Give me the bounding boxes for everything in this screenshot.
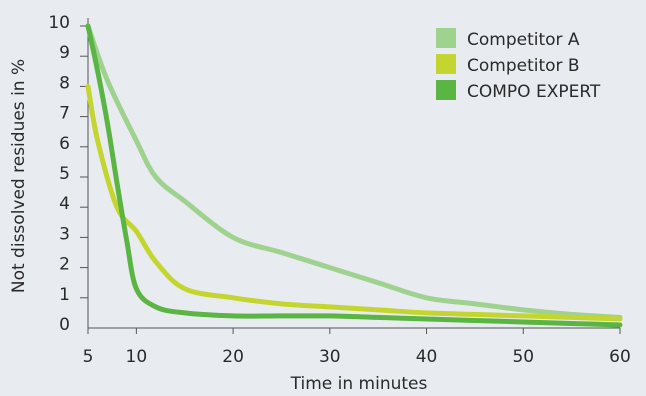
y-tick-label: 0: [59, 315, 70, 335]
legend-swatch-competitor-b: [436, 54, 456, 74]
y-tick-label: 7: [59, 104, 70, 124]
x-tick-label: 40: [416, 347, 438, 367]
series-line-compo-expert: [85, 23, 623, 328]
series-line-competitor-a: [85, 23, 623, 320]
y-tick-label: 10: [48, 13, 70, 33]
legend-label-competitor-a: Competitor A: [467, 30, 580, 50]
axes: 0 1 2 3 4 5 6 7 8 9 10 5 10 20 30 40 50 60: [48, 13, 630, 367]
series-lines: [85, 23, 623, 328]
x-tick-label: 20: [222, 347, 244, 367]
legend-label-compo-expert: COMPO EXPERT: [467, 82, 601, 102]
legend-swatch-compo-expert: [436, 80, 456, 100]
x-tick-label: 10: [126, 347, 148, 367]
x-tick-label: 30: [319, 347, 341, 367]
y-tick-label: 3: [59, 224, 70, 244]
series-line-competitor-b: [85, 83, 623, 322]
y-tick-label: 9: [59, 43, 70, 63]
y-tick-label: 2: [59, 255, 70, 275]
legend-swatch-competitor-a: [436, 28, 456, 48]
x-axis-title: Time in minutes: [290, 374, 428, 394]
legend: Competitor A Competitor B COMPO EXPERT: [436, 28, 601, 102]
y-tick-label: 6: [59, 134, 70, 154]
x-tick-label: 50: [512, 347, 534, 367]
y-tick-label: 8: [59, 73, 70, 93]
y-axis-title: Not dissolved residues in %: [9, 59, 29, 293]
y-tick-label: 4: [59, 194, 70, 214]
y-tick-label: 5: [59, 164, 70, 184]
y-tick-label: 1: [59, 285, 70, 305]
legend-label-competitor-b: Competitor B: [467, 56, 580, 76]
x-tick-label: 5: [83, 347, 94, 367]
x-tick-label: 60: [609, 347, 631, 367]
